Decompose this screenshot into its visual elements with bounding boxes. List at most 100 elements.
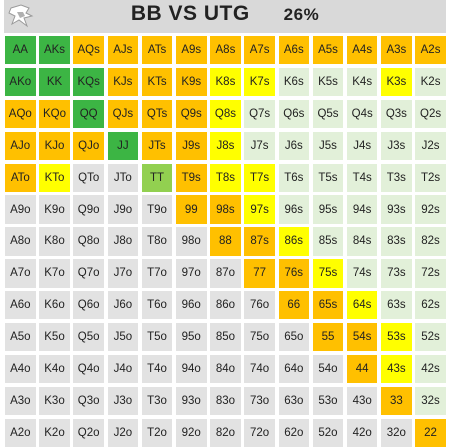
hand-cell[interactable]: QTs xyxy=(140,98,174,130)
hand-cell[interactable]: 63s xyxy=(380,290,413,321)
hand-cell[interactable]: KTs xyxy=(140,66,174,98)
hand-cell[interactable]: 55 xyxy=(311,322,345,353)
hand-cell[interactable]: 52s xyxy=(414,322,447,353)
hand-cell[interactable]: Q7s xyxy=(243,98,276,130)
hand-cell[interactable]: Q5o xyxy=(72,322,105,353)
hand-cell[interactable]: 22 xyxy=(414,417,447,448)
hand-cell[interactable]: K2o xyxy=(38,417,71,448)
hand-cell[interactable]: K7s xyxy=(243,66,276,98)
hand-cell[interactable]: K3o xyxy=(38,385,71,417)
hand-cell[interactable]: 83o xyxy=(209,385,242,417)
hand-cell[interactable]: T9o xyxy=(140,194,174,225)
hand-cell[interactable]: A7o xyxy=(4,258,37,289)
hand-cell[interactable]: Q9s xyxy=(174,98,208,130)
hand-cell[interactable]: JTs xyxy=(140,130,174,161)
hand-cell[interactable]: 82o xyxy=(209,417,242,448)
hand-cell[interactable]: 84o xyxy=(209,353,242,385)
hand-cell[interactable]: AJo xyxy=(4,130,37,161)
hand-cell[interactable]: 98s xyxy=(209,194,242,225)
hand-cell[interactable]: T6s xyxy=(277,162,311,193)
hand-cell[interactable]: 42o xyxy=(345,417,379,448)
hand-cell[interactable]: J2s xyxy=(414,130,447,161)
hand-cell[interactable]: K3s xyxy=(380,66,413,98)
hand-cell[interactable]: KJs xyxy=(106,66,140,98)
hand-cell[interactable]: 93o xyxy=(174,385,208,417)
hand-cell[interactable]: Q6o xyxy=(72,290,105,321)
hand-cell[interactable]: K5o xyxy=(38,322,71,353)
hand-cell[interactable]: 52o xyxy=(311,417,345,448)
hand-cell[interactable]: 77 xyxy=(243,258,276,289)
hand-cell[interactable]: 85s xyxy=(311,226,345,257)
hand-cell[interactable]: 73o xyxy=(243,385,276,417)
hand-cell[interactable]: 85o xyxy=(209,322,242,353)
hand-cell[interactable]: AKs xyxy=(38,35,71,66)
hand-cell[interactable]: QJo xyxy=(72,130,105,161)
hand-cell[interactable]: 32o xyxy=(380,417,413,448)
hand-cell[interactable]: Q6s xyxy=(277,98,311,130)
hand-cell[interactable]: J4s xyxy=(345,130,379,161)
hand-cell[interactable]: A7s xyxy=(243,35,276,66)
hand-cell[interactable]: 92o xyxy=(174,417,208,448)
hand-cell[interactable]: KTo xyxy=(38,162,71,193)
hand-cell[interactable]: K8s xyxy=(209,66,242,98)
hand-cell[interactable]: A2s xyxy=(414,35,447,66)
hand-cell[interactable]: J4o xyxy=(106,353,140,385)
hand-cell[interactable]: 62s xyxy=(414,290,447,321)
hand-cell[interactable]: 65s xyxy=(311,290,345,321)
hand-cell[interactable]: 54s xyxy=(345,322,379,353)
hand-cell[interactable]: 43s xyxy=(380,353,413,385)
hand-cell[interactable]: J9s xyxy=(174,130,208,161)
hand-cell[interactable]: 53o xyxy=(311,385,345,417)
hand-cell[interactable]: 95s xyxy=(311,194,345,225)
hand-cell[interactable]: 72s xyxy=(414,258,447,289)
hand-cell[interactable]: AQs xyxy=(72,35,105,66)
hand-cell[interactable]: 96o xyxy=(174,290,208,321)
hand-cell[interactable]: 98o xyxy=(174,226,208,257)
hand-cell[interactable]: T9s xyxy=(174,162,208,193)
hand-cell[interactable]: 97s xyxy=(243,194,276,225)
hand-cell[interactable]: JTo xyxy=(106,162,140,193)
hand-cell[interactable]: A6s xyxy=(277,35,311,66)
hand-cell[interactable]: Q4o xyxy=(72,353,105,385)
hand-cell[interactable]: J3s xyxy=(380,130,413,161)
hand-cell[interactable]: Q8s xyxy=(209,98,242,130)
hand-cell[interactable]: T4s xyxy=(345,162,379,193)
hand-cell[interactable]: J7o xyxy=(106,258,140,289)
hand-cell[interactable]: AQo xyxy=(4,98,37,130)
hand-cell[interactable]: 74o xyxy=(243,353,276,385)
hand-cell[interactable]: A4s xyxy=(345,35,379,66)
hand-cell[interactable]: 94s xyxy=(345,194,379,225)
hand-cell[interactable]: T7s xyxy=(243,162,276,193)
hand-cell[interactable]: AA xyxy=(4,35,37,66)
hand-cell[interactable]: 32s xyxy=(414,385,447,417)
hand-cell[interactable]: J5s xyxy=(311,130,345,161)
hand-cell[interactable]: 87o xyxy=(209,258,242,289)
hand-cell[interactable]: 74s xyxy=(345,258,379,289)
hand-cell[interactable]: 43o xyxy=(345,385,379,417)
hand-cell[interactable]: T7o xyxy=(140,258,174,289)
hand-cell[interactable]: 76o xyxy=(243,290,276,321)
hand-cell[interactable]: ATs xyxy=(140,35,174,66)
hand-cell[interactable]: K5s xyxy=(311,66,345,98)
hand-cell[interactable]: 92s xyxy=(414,194,447,225)
hand-cell[interactable]: 73s xyxy=(380,258,413,289)
hand-cell[interactable]: KQo xyxy=(38,98,71,130)
hand-cell[interactable]: QJs xyxy=(106,98,140,130)
hand-cell[interactable]: A8s xyxy=(209,35,242,66)
hand-cell[interactable]: 54o xyxy=(311,353,345,385)
hand-cell[interactable]: Q4s xyxy=(345,98,379,130)
hand-cell[interactable]: T5s xyxy=(311,162,345,193)
hand-cell[interactable]: 76s xyxy=(277,258,311,289)
hand-cell[interactable]: 75o xyxy=(243,322,276,353)
hand-cell[interactable]: A5s xyxy=(311,35,345,66)
hand-cell[interactable]: 63o xyxy=(277,385,311,417)
hand-cell[interactable]: K4s xyxy=(345,66,379,98)
hand-cell[interactable]: K7o xyxy=(38,258,71,289)
hand-cell[interactable]: K4o xyxy=(38,353,71,385)
hand-cell[interactable]: KQs xyxy=(72,66,105,98)
hand-cell[interactable]: KK xyxy=(38,66,71,98)
hand-cell[interactable]: T8s xyxy=(209,162,242,193)
hand-cell[interactable]: 65o xyxy=(277,322,311,353)
hand-cell[interactable]: AKo xyxy=(4,66,37,98)
hand-cell[interactable]: 33 xyxy=(380,385,413,417)
